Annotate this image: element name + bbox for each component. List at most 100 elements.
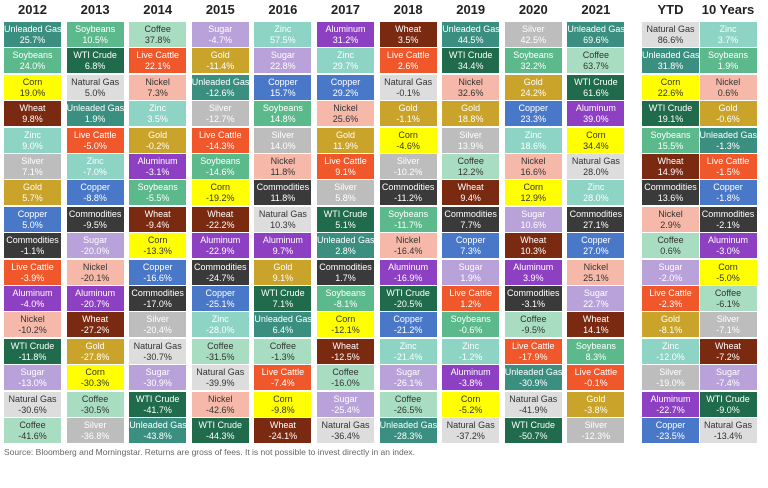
return-cell: Aluminum 31.2% — [317, 22, 374, 47]
return-cell: Wheat 3.5% — [379, 22, 437, 47]
commodity-name: Silver — [334, 182, 357, 193]
return-value: 22.8% — [270, 61, 296, 72]
return-cell: Commodities 1.7% — [317, 259, 374, 285]
return-value: -13.4% — [713, 431, 743, 441]
commodity-name: Sugar — [270, 50, 295, 61]
return-value: 31.2% — [332, 35, 359, 45]
return-value: -22.9% — [206, 246, 235, 257]
return-cell: Copper 15.7% — [254, 74, 312, 100]
return-cell: Soybeans -14.6% — [191, 154, 249, 179]
return-value: 10.6% — [520, 219, 547, 230]
return-value: -0.6% — [458, 325, 483, 336]
return-cell: Commodities -3.1% — [504, 286, 562, 311]
column-header: 2014 — [143, 2, 173, 17]
return-value: -11.8% — [18, 351, 47, 362]
return-value: 44.5% — [457, 35, 484, 45]
return-value: 39.0% — [583, 114, 609, 125]
return-value: -10.2% — [393, 167, 423, 177]
commodity-name: Aluminum — [513, 261, 554, 272]
return-value: -30.3% — [80, 378, 110, 389]
return-cell: Sugar 10.6% — [504, 206, 562, 232]
commodity-name: Silver — [209, 103, 232, 114]
return-cell: Coffee 12.2% — [442, 154, 500, 179]
return-value: 28.0% — [583, 193, 609, 204]
return-cell: Corn -5.2% — [442, 391, 500, 417]
return-value: 23.3% — [520, 114, 547, 125]
commodity-name: Zinc — [462, 340, 480, 351]
commodity-name: Sugar — [715, 367, 741, 378]
return-cell: Sugar -25.4% — [317, 391, 374, 417]
column-header: 2015 — [205, 2, 235, 17]
commodity-name: Sugar — [145, 367, 170, 378]
return-cell: Wheat 9.4% — [442, 180, 500, 206]
column-header: 10 Years — [701, 2, 755, 17]
return-cell: Coffee -16.0% — [317, 365, 374, 391]
column-header: 2019 — [456, 2, 486, 17]
commodity-name: Zinc — [524, 129, 542, 140]
return-cell: Unleaded Gas 31.8% — [642, 48, 699, 74]
commodity-name: Corn — [22, 76, 43, 87]
return-value: -25.1% — [206, 299, 235, 309]
return-cell: Copper -21.2% — [379, 312, 437, 338]
return-cell: Wheat -27.2% — [66, 312, 124, 338]
commodity-name: Unleaded Gas — [254, 314, 312, 325]
commodity-name: Silver — [271, 129, 295, 140]
return-cell: Commodities -17.0% — [129, 286, 187, 311]
return-cell: Wheat -9.4% — [129, 206, 187, 232]
commodity-name: Coffee — [394, 393, 422, 404]
commodity-name: Live Cattle — [199, 129, 242, 140]
return-value: -1.1% — [20, 246, 45, 257]
return-value: -0.1% — [584, 378, 608, 389]
return-cell: Natural Gas 5.0% — [66, 74, 124, 100]
return-cell: Unleaded Gas 69.6% — [567, 22, 625, 47]
return-cell: Live Cattle -3.9% — [4, 259, 61, 285]
commodity-name: Gold — [398, 103, 418, 114]
commodity-name: Corn — [523, 182, 544, 193]
return-cell: Natural Gas -36.4% — [317, 418, 374, 443]
return-value: 0.6% — [660, 246, 681, 257]
commodity-name: Gold — [586, 393, 606, 404]
return-cell: Commodities -24.7% — [191, 259, 249, 285]
return-cell: Nickel -42.6% — [191, 391, 249, 417]
commodity-name: Silver — [659, 367, 682, 378]
commodity-name: Copper — [713, 182, 743, 193]
return-cell: Nickel 2.9% — [642, 206, 699, 232]
commodity-name: Soybeans — [388, 208, 429, 219]
commodity-name: WTI Crude — [648, 103, 693, 114]
return-cell: Corn -12.1% — [317, 312, 374, 338]
return-value: -5.2% — [458, 404, 483, 415]
return-cell: Coffee -9.5% — [504, 312, 562, 338]
commodity-name: Nickel — [521, 156, 546, 166]
return-value: 14.0% — [270, 140, 296, 151]
return-cell: Coffee -26.5% — [379, 391, 437, 417]
commodity-name: Silver — [459, 129, 482, 140]
return-cell: Corn 12.9% — [504, 180, 562, 206]
commodity-name: Aluminum — [75, 288, 116, 298]
return-value: 8.3% — [585, 351, 607, 362]
return-value: 9.1% — [272, 272, 294, 283]
commodity-name: Soybeans — [650, 129, 691, 140]
return-cell: Sugar 1.9% — [442, 259, 500, 285]
return-value: 11.8% — [270, 193, 296, 204]
return-cell: WTI Crude -41.7% — [129, 391, 187, 417]
return-cell: Natural Gas 10.3% — [254, 206, 312, 232]
return-value: -1.3% — [271, 351, 295, 362]
return-value: 15.7% — [270, 87, 296, 98]
return-value: -41.6% — [18, 431, 47, 441]
return-value: -22.2% — [206, 219, 235, 230]
return-value: -10.2% — [18, 325, 47, 336]
commodity-name: Nickel — [20, 314, 45, 325]
return-cell: Coffee -6.1% — [699, 286, 757, 311]
commodity-name: Sugar — [396, 367, 421, 378]
return-value: -5.0% — [716, 272, 740, 283]
commodity-name: Natural Gas — [703, 420, 753, 430]
commodity-name: Wheat — [269, 420, 296, 430]
footnote: Source: Bloomberg and Morningstar. Retur… — [4, 447, 416, 457]
commodity-name: Copper — [655, 420, 686, 430]
return-value: -23.5% — [656, 431, 685, 441]
return-value: 1.9% — [84, 114, 106, 125]
commodity-name: Aluminum — [450, 367, 491, 378]
return-value: 32.2% — [520, 61, 547, 72]
commodity-name: Corn — [210, 182, 231, 193]
commodity-name: Coffee — [657, 235, 684, 246]
